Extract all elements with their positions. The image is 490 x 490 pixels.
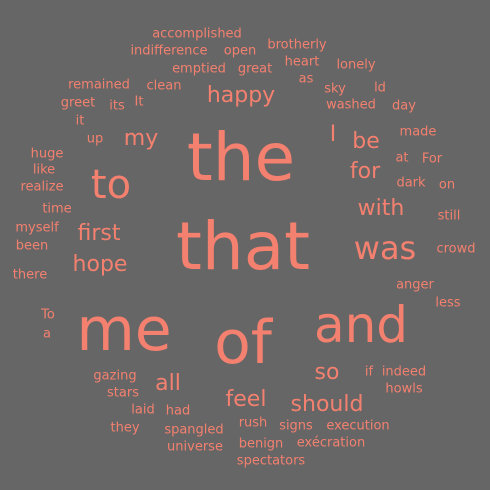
- word-made: made: [399, 124, 437, 140]
- word-at: at: [395, 150, 409, 166]
- word-it: it: [75, 113, 85, 129]
- word-accomplished: accomplished: [152, 26, 242, 42]
- word-they: they: [110, 420, 140, 436]
- word-signs: signs: [279, 418, 313, 434]
- word-like: like: [32, 162, 56, 178]
- word-indeed: indeed: [381, 364, 427, 380]
- word-universe: universe: [167, 439, 223, 455]
- word-its: its: [109, 98, 125, 114]
- word-heart: heart: [284, 54, 320, 70]
- word-hope: hope: [72, 252, 128, 277]
- word-it: It: [134, 94, 144, 110]
- word-indifference: indifference: [130, 43, 208, 59]
- word-should: should: [290, 392, 364, 417]
- word-less: less: [435, 295, 461, 311]
- word-remained: remained: [68, 77, 130, 93]
- word-gazing: gazing: [93, 368, 137, 384]
- word-a: a: [43, 326, 51, 342]
- word-benign: benign: [238, 436, 284, 452]
- word-be: be: [352, 129, 380, 154]
- word-was: was: [353, 229, 417, 267]
- word-for: for: [349, 159, 381, 184]
- word-huge: huge: [30, 146, 64, 162]
- word-howls: howls: [385, 381, 423, 397]
- word-ld: ld: [374, 80, 386, 96]
- word-all: all: [155, 371, 181, 396]
- word-that: that: [175, 208, 311, 285]
- word-lonely: lonely: [336, 57, 376, 73]
- word-spectators: spectators: [236, 453, 306, 469]
- word-as: as: [298, 71, 314, 87]
- word-of: of: [214, 308, 272, 378]
- word-brotherly: brotherly: [267, 37, 327, 53]
- word-the: the: [186, 119, 296, 196]
- word-clean: clean: [146, 78, 182, 94]
- word-with: with: [357, 196, 405, 221]
- word-anger: anger: [396, 277, 434, 293]
- word-spangled: spangled: [164, 422, 224, 438]
- word-washed: washed: [326, 97, 376, 113]
- word-feel: feel: [225, 387, 267, 412]
- word-laid: laid: [131, 402, 155, 418]
- word-sky: sky: [324, 81, 346, 97]
- word-to: to: [90, 162, 132, 208]
- word-there: there: [12, 267, 48, 283]
- word-day: day: [392, 98, 416, 114]
- word-to: To: [41, 307, 55, 323]
- word-if: if: [364, 364, 374, 380]
- word-first: first: [77, 221, 121, 246]
- word-dark: dark: [396, 175, 426, 191]
- word-so: so: [314, 360, 340, 385]
- word-ex-cration: exécration: [296, 435, 366, 451]
- word-emptied: emptied: [172, 61, 226, 77]
- word-open: open: [223, 43, 257, 59]
- word-me: me: [76, 295, 172, 365]
- word-time: time: [42, 201, 72, 217]
- word-had: had: [165, 403, 191, 419]
- word-myself: myself: [15, 220, 59, 236]
- word-great: great: [237, 61, 273, 77]
- word-stars: stars: [107, 385, 139, 401]
- word-execution: execution: [326, 418, 390, 434]
- word-up: up: [86, 131, 104, 147]
- word-my: my: [123, 126, 159, 151]
- word-for: For: [421, 151, 443, 167]
- word-realize: realize: [20, 179, 64, 195]
- word-on: on: [438, 177, 456, 193]
- word-crowd: crowd: [436, 241, 476, 257]
- word-greet: greet: [60, 95, 96, 111]
- word-still: still: [437, 208, 461, 224]
- word-and: and: [313, 296, 409, 354]
- word-rush: rush: [238, 415, 268, 431]
- word-been: been: [15, 238, 49, 254]
- word-happy: happy: [206, 83, 276, 108]
- word-i: I: [329, 122, 337, 147]
